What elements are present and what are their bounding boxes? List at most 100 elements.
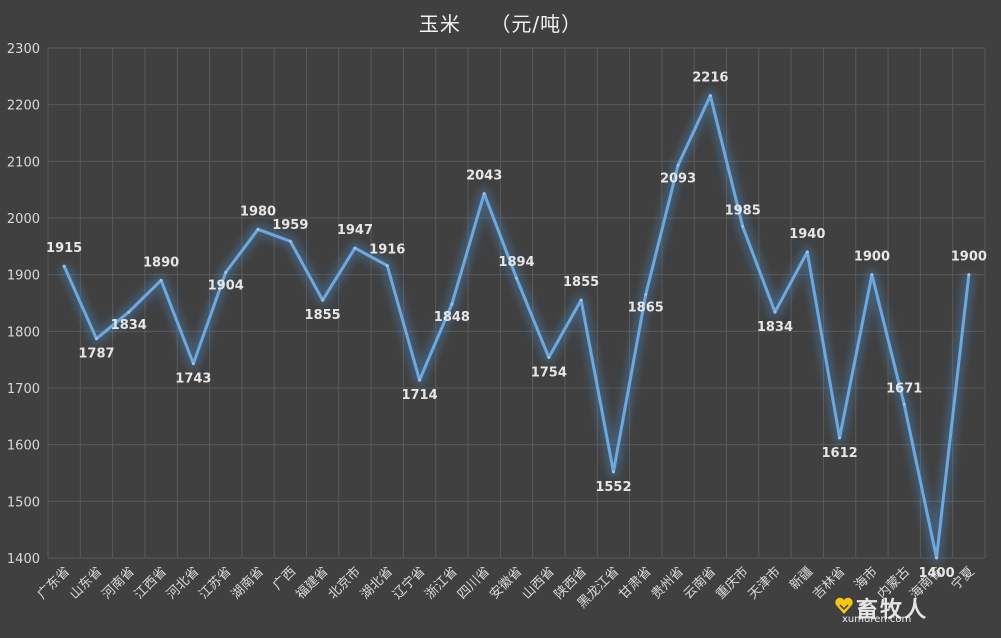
data-point	[935, 556, 939, 560]
chart-title-unit: （元/吨）	[490, 12, 583, 36]
watermark-logo: 畜牧人 xumuren.com	[835, 592, 928, 625]
x-tick-label: 江苏省	[196, 564, 235, 603]
y-tick-label: 1600	[7, 439, 40, 454]
x-tick-label: 辽宁省	[389, 564, 428, 603]
data-label: 1947	[337, 223, 373, 238]
heart-logo-icon	[835, 597, 853, 614]
data-point	[159, 278, 163, 282]
data-label: 1900	[854, 250, 890, 265]
data-label: 1940	[789, 227, 825, 242]
data-point	[579, 298, 583, 302]
data-point	[644, 293, 648, 296]
x-tick-label: 广西	[270, 564, 299, 593]
data-point	[838, 436, 842, 440]
x-tick-label: 海市	[851, 564, 881, 594]
x-tick-label: 湖北省	[358, 564, 396, 602]
x-tick-label: 安徽省	[487, 564, 525, 602]
data-label: 1890	[143, 255, 179, 270]
data-label: 2043	[466, 169, 502, 184]
x-tick-label: 浙江省	[423, 564, 461, 602]
data-label: 1612	[822, 446, 858, 461]
data-point	[773, 310, 777, 314]
data-point	[870, 273, 874, 277]
x-tick-label: 重庆市	[713, 564, 752, 603]
y-tick-label: 2000	[7, 212, 40, 227]
data-point	[385, 264, 389, 268]
data-label: 1714	[401, 388, 437, 403]
data-point	[127, 310, 131, 314]
data-point	[902, 402, 906, 406]
chart-title-main: 玉米	[418, 12, 461, 36]
data-label: 1743	[175, 372, 211, 387]
data-point	[224, 270, 228, 274]
data-point	[62, 264, 66, 268]
data-point	[967, 273, 971, 277]
x-tick-label: 湖南省	[228, 564, 267, 603]
y-tick-label: 1700	[7, 382, 40, 397]
data-point	[288, 239, 292, 243]
data-point	[515, 276, 518, 280]
y-tick-label: 2300	[7, 42, 40, 57]
x-tick-label: 新疆	[786, 564, 816, 594]
data-label: 1916	[369, 243, 405, 258]
x-tick-label: 贵州省	[649, 564, 687, 602]
x-tick-label: 云南省	[680, 564, 719, 603]
x-tick-label: 福建省	[293, 564, 331, 602]
data-label: 1834	[111, 318, 147, 333]
data-label: 1894	[498, 255, 534, 270]
data-label: 1754	[531, 365, 567, 380]
y-tick-label: 2200	[7, 99, 40, 114]
data-point	[191, 362, 195, 366]
data-point	[805, 250, 809, 254]
data-label: 1855	[305, 308, 341, 323]
data-label: 1904	[208, 278, 244, 293]
x-tick-label: 河北省	[164, 564, 202, 602]
data-label: 1865	[628, 301, 664, 316]
data-point	[482, 192, 486, 196]
x-tick-label: 甘肃省	[616, 564, 654, 602]
y-tick-label: 1500	[7, 495, 40, 510]
y-tick-label: 1800	[7, 325, 40, 340]
data-label: 1834	[757, 320, 793, 335]
series-line	[62, 94, 971, 560]
x-tick-label: 江西省	[132, 564, 170, 602]
series-glow	[58, 89, 975, 564]
data-point	[708, 94, 712, 98]
data-label: 1787	[78, 347, 114, 362]
data-point	[256, 227, 260, 231]
x-tick-label: 山东省	[67, 564, 105, 602]
data-point	[741, 225, 745, 228]
watermark-url: xumuren.com	[842, 614, 912, 625]
data-point	[353, 246, 357, 250]
data-point	[611, 470, 615, 474]
data-label: 1915	[46, 241, 82, 256]
x-tick-label: 四川省	[455, 564, 493, 602]
data-label: 1959	[272, 218, 308, 233]
data-label: 1900	[951, 250, 987, 265]
gridlines	[47, 47, 986, 559]
y-tick-label: 1900	[7, 269, 40, 284]
y-tick-label: 1400	[7, 552, 40, 567]
data-label: 2216	[692, 71, 728, 86]
data-point	[676, 163, 680, 167]
data-label: 1671	[886, 381, 922, 396]
x-tick-label: 山西省	[519, 564, 557, 602]
data-label: 1400	[918, 566, 954, 581]
data-label: 1980	[240, 204, 276, 219]
data-point	[418, 378, 422, 382]
data-point	[321, 298, 325, 302]
data-label: 1855	[563, 275, 599, 290]
y-tick-label: 2100	[7, 155, 40, 170]
data-label: 2093	[660, 171, 696, 186]
data-point	[547, 355, 551, 359]
series-group	[58, 89, 975, 564]
x-tick-label: 北京市	[325, 564, 364, 603]
data-point	[94, 337, 98, 341]
data-label: 1985	[725, 204, 761, 219]
data-label: 1552	[595, 480, 631, 495]
x-tick-label: 广东省	[35, 564, 73, 602]
x-tick-label: 河南省	[99, 564, 138, 603]
x-tick-label: 天津市	[745, 564, 784, 603]
